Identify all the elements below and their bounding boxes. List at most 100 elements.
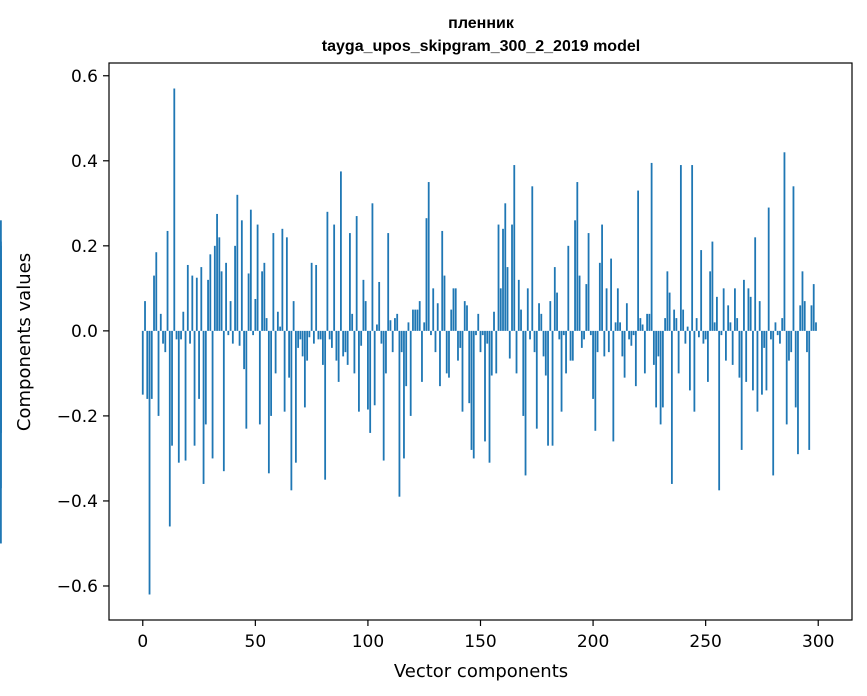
bar: [513, 165, 516, 331]
bar: [164, 330, 167, 353]
bar: [380, 330, 383, 344]
bar: [146, 330, 149, 399]
bar: [670, 330, 673, 484]
y-tick-label: 0.0: [71, 322, 98, 342]
bar: [459, 330, 462, 348]
bar: [391, 330, 394, 353]
bar: [727, 305, 730, 331]
bar: [204, 330, 207, 425]
bar: [407, 322, 410, 331]
bar: [326, 211, 329, 331]
bar: [434, 330, 437, 353]
bar: [396, 313, 399, 331]
bar: [607, 330, 610, 353]
bar: [310, 262, 313, 331]
bar: [256, 224, 259, 331]
bar: [252, 330, 254, 336]
bar: [799, 305, 802, 331]
bar: [274, 330, 277, 374]
bar: [254, 298, 257, 331]
bar: [673, 309, 676, 331]
bar: [553, 267, 556, 331]
bar: [312, 330, 315, 344]
bar: [761, 330, 763, 395]
bar: [565, 330, 567, 374]
bar: [236, 194, 239, 331]
bar: [378, 281, 381, 331]
bar: [794, 330, 797, 408]
bar: [376, 324, 378, 331]
bar: [639, 318, 642, 331]
bar: [193, 330, 196, 446]
bar: [265, 318, 268, 331]
bar: [367, 330, 369, 410]
bar: [508, 330, 511, 359]
bar: [704, 330, 707, 340]
bar: [601, 224, 603, 331]
bar: [803, 301, 806, 331]
bar: [479, 330, 482, 353]
bar: [297, 330, 300, 348]
bar: [652, 330, 655, 365]
bar: [409, 330, 412, 416]
bar: [247, 273, 250, 331]
x-tick-label: 150: [464, 632, 496, 652]
bar: [641, 324, 644, 331]
bar: [619, 322, 621, 331]
bar: [267, 330, 270, 474]
bar: [229, 301, 232, 331]
bar: [207, 279, 209, 331]
bar: [682, 309, 685, 331]
bar: [648, 313, 651, 331]
bar: [734, 288, 736, 331]
bar: [756, 330, 759, 412]
bar: [414, 309, 417, 331]
bar: [558, 330, 561, 340]
bar: [358, 330, 360, 412]
bar: [772, 330, 775, 476]
bar: [470, 330, 473, 450]
bar: [542, 330, 545, 357]
bar: [373, 330, 376, 406]
bar: [758, 301, 761, 331]
bar: [461, 330, 464, 412]
bar: [767, 207, 770, 331]
bar: [612, 330, 615, 442]
bar: [227, 330, 230, 336]
bar: [400, 330, 403, 353]
bar: [173, 88, 176, 331]
bar: [481, 330, 484, 336]
bar: [499, 288, 502, 331]
bar: [783, 152, 786, 331]
x-tick-label: 300: [802, 632, 834, 652]
bar: [144, 301, 146, 331]
bar: [531, 186, 534, 331]
bar: [225, 262, 227, 331]
bar: [425, 218, 428, 331]
bar: [189, 330, 191, 344]
bar: [770, 330, 772, 340]
bar: [752, 330, 754, 391]
bar: [454, 288, 457, 331]
bar: [614, 322, 617, 331]
bar: [490, 330, 493, 376]
bar: [387, 233, 390, 331]
chart-title-line1: пленник: [448, 15, 515, 32]
bar: [801, 271, 804, 331]
bar: [551, 330, 554, 446]
bar: [398, 330, 401, 497]
bar: [797, 330, 799, 455]
bar: [162, 330, 164, 344]
bar: [148, 330, 151, 595]
bar: [200, 267, 203, 331]
bar: [664, 318, 667, 331]
bar: [222, 330, 225, 472]
bar: [567, 245, 570, 331]
bar: [785, 330, 788, 425]
y-tick-label: −0.4: [57, 492, 98, 512]
bar: [812, 284, 815, 331]
bar: [324, 330, 327, 480]
bar: [177, 330, 180, 463]
bar: [427, 182, 430, 331]
